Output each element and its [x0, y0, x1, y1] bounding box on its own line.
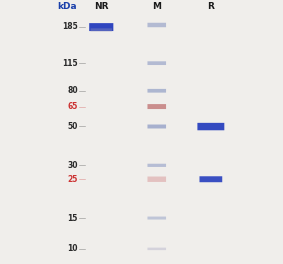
- FancyBboxPatch shape: [147, 248, 166, 250]
- FancyBboxPatch shape: [147, 125, 166, 129]
- FancyBboxPatch shape: [200, 176, 222, 182]
- Text: 50: 50: [67, 122, 78, 131]
- FancyBboxPatch shape: [147, 216, 166, 220]
- Text: 115: 115: [62, 59, 78, 68]
- Text: R: R: [207, 2, 214, 11]
- FancyBboxPatch shape: [198, 123, 224, 130]
- Text: 30: 30: [67, 161, 78, 170]
- Text: 185: 185: [62, 22, 78, 31]
- Text: kDa: kDa: [57, 2, 76, 11]
- FancyBboxPatch shape: [147, 23, 166, 27]
- Text: 80: 80: [67, 86, 78, 95]
- FancyBboxPatch shape: [91, 28, 112, 31]
- Text: 65: 65: [67, 102, 78, 111]
- FancyBboxPatch shape: [147, 164, 166, 167]
- FancyBboxPatch shape: [89, 23, 113, 31]
- Text: NR: NR: [94, 2, 108, 11]
- FancyBboxPatch shape: [147, 89, 166, 93]
- FancyBboxPatch shape: [147, 61, 166, 65]
- FancyBboxPatch shape: [147, 104, 166, 109]
- Text: 10: 10: [67, 244, 78, 253]
- Text: 25: 25: [67, 175, 78, 184]
- Text: 15: 15: [67, 214, 78, 223]
- FancyBboxPatch shape: [147, 177, 166, 182]
- Text: M: M: [152, 2, 161, 11]
